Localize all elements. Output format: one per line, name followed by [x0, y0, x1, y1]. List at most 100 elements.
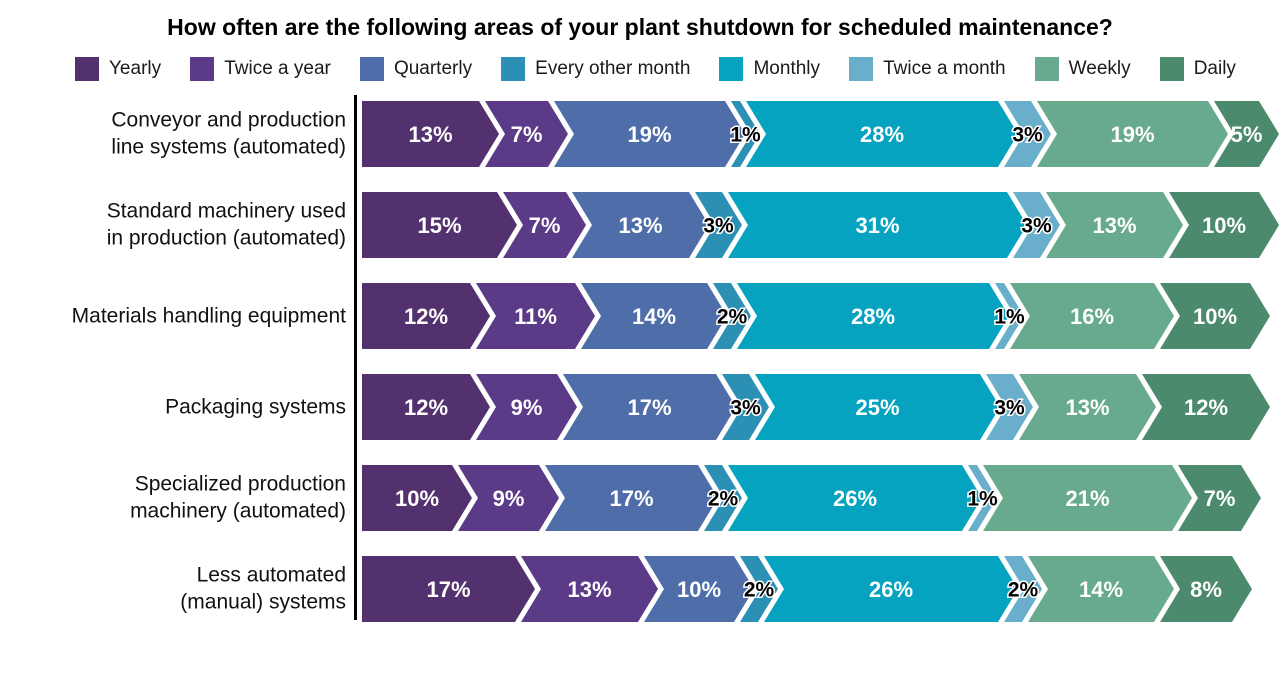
segment-value-label: 2% — [1008, 579, 1039, 602]
segment-value-label: 28% — [860, 122, 904, 147]
segment-value-label: 25% — [855, 395, 899, 420]
bar-segment-twice-a-year — [485, 101, 568, 167]
bar-segment-monthly — [764, 556, 1018, 622]
bar-segment-every-other-month — [695, 192, 742, 258]
segment-value-label: 12% — [404, 395, 448, 420]
bar-segment-every-other-month — [740, 556, 778, 622]
bar-segment-weekly — [1046, 192, 1183, 258]
segment-value-label: 8% — [1190, 577, 1222, 602]
segment-value-label: 17% — [627, 395, 671, 420]
segment-value-label: 7% — [1204, 486, 1236, 511]
bar-svg: 12% 11% 14% 2% 28% 1% 16% 10% — [362, 283, 1270, 349]
bar-svg: 13% 7% 19% 1% 28% 3% 19% 5% — [362, 101, 1279, 167]
category-label: Standard machinery used in production (au… — [106, 199, 346, 250]
bar-segment-every-other-month — [713, 283, 751, 349]
bar-svg: 17% 13% 10% 2% 26% 2% 14% 8% — [362, 556, 1252, 622]
legend-label: Quarterly — [393, 58, 473, 79]
chart-row-materials-handling-equipment: Materials handling equipment 12% 11% 14% 2% 2… — [72, 283, 1280, 349]
segment-value-label: 19% — [1110, 122, 1154, 147]
segment-value-label: 3% — [1021, 215, 1052, 238]
bar-segment-weekly — [1028, 556, 1174, 622]
legend-item-twice-a-year: Twice a year — [190, 57, 331, 81]
segment-value-label: 31% — [855, 213, 899, 238]
legend-swatch-daily — [1159, 57, 1184, 81]
legend-item-monthly: Monthly — [719, 57, 820, 81]
bar-segment-monthly — [728, 192, 1027, 258]
bar-segment-daily — [1214, 101, 1279, 167]
legend: Yearly Twice a year Quarterly Every other m… — [0, 57, 1280, 81]
segment-value-label: 13% — [1092, 213, 1136, 238]
legend-swatch-quarterly — [359, 57, 384, 81]
legend-label: Monthly — [753, 58, 821, 79]
stacked-arrow-chart: Conveyor and production line systems (aut… — [0, 95, 1280, 622]
bar-svg: 12% 9% 17% 3% 25% 3% 13% 12% — [362, 374, 1270, 440]
segment-value-label: 12% — [1184, 395, 1228, 420]
bar-segment-quarterly — [644, 556, 754, 622]
segment-value-label: 3% — [703, 215, 734, 238]
legend-label: Twice a month — [883, 58, 1006, 79]
legend-item-every-other-month: Every other month — [501, 57, 690, 81]
bar-segment-twice-a-month — [986, 374, 1033, 440]
bar-segment-every-other-month — [704, 465, 742, 531]
segment-value-label: 9% — [511, 395, 543, 420]
bar-segment-twice-a-month — [1004, 556, 1042, 622]
segment-value-label: 1% — [967, 488, 998, 511]
legend-label: Twice a year — [224, 58, 331, 79]
bar-segment-twice-a-year — [476, 374, 577, 440]
bar-segment-daily — [1178, 465, 1261, 531]
bar-segment-daily — [1169, 192, 1279, 258]
segment-value-label: 26% — [869, 577, 913, 602]
bar-segment-quarterly — [545, 465, 718, 531]
segment-value-label: 28% — [851, 304, 895, 329]
segment-value-label: 10% — [1193, 304, 1237, 329]
segment-value-label: 15% — [417, 213, 461, 238]
bar-segment-weekly — [1037, 101, 1228, 167]
chart-row-specialized-production-machinery-automated: Specialized production machinery (automat… — [130, 465, 1280, 531]
legend-item-twice-a-month: Twice a month — [849, 57, 1006, 81]
bar-segment-every-other-month — [731, 101, 760, 167]
legend-swatch-twice-a-month — [849, 57, 874, 81]
segment-value-label: 13% — [567, 577, 611, 602]
segment-value-label: 7% — [511, 122, 543, 147]
bar-segment-yearly — [362, 192, 517, 258]
chart-row-conveyor-and-production-line-systems-automated: Conveyor and production line systems (aut… — [111, 101, 1280, 167]
bar-segment-monthly — [755, 374, 1000, 440]
segment-value-label: 13% — [618, 213, 662, 238]
bar-segment-daily — [1160, 556, 1252, 622]
segment-value-label: 3% — [730, 397, 761, 420]
segment-value-label: 9% — [493, 486, 525, 511]
bar-segment-quarterly — [572, 192, 709, 258]
bar-segment-weekly — [983, 465, 1192, 531]
category-label: Less automated (manual) systems — [180, 563, 346, 614]
bar-segment-yearly — [362, 101, 499, 167]
bar-segment-weekly — [1019, 374, 1156, 440]
bar-segment-quarterly — [563, 374, 736, 440]
segment-value-label: 26% — [833, 486, 877, 511]
segment-value-label: 16% — [1070, 304, 1114, 329]
segment-value-label: 17% — [426, 577, 470, 602]
segment-value-label: 1% — [730, 124, 761, 147]
bar-segment-yearly — [362, 556, 535, 622]
category-label: Materials handling equipment — [71, 304, 346, 328]
segment-value-label: 2% — [708, 488, 739, 511]
chart-row-standard-machinery-used-in-production-automated: Standard machinery used in production (au… — [107, 192, 1280, 258]
segment-value-label: 10% — [395, 486, 439, 511]
chart-row-less-automated-manual-systems: Less automated (manual) systems 17% 13% 10% 2… — [180, 556, 1280, 622]
bar-segment-twice-a-month — [968, 465, 997, 531]
bar-segment-yearly — [362, 283, 490, 349]
bar-segment-twice-a-month — [1013, 192, 1060, 258]
legend-item-quarterly: Quarterly — [359, 57, 473, 81]
segment-value-label: 2% — [744, 579, 775, 602]
segment-value-label: 17% — [609, 486, 653, 511]
segment-value-label: 13% — [1065, 395, 1109, 420]
bar-segment-twice-a-month — [1004, 101, 1051, 167]
legend-label: Daily — [1193, 58, 1236, 79]
bar-segment-yearly — [362, 374, 490, 440]
chart-title: How often are the following areas of you… — [167, 14, 1113, 40]
segment-value-label: 21% — [1065, 486, 1109, 511]
category-label: Packaging systems — [165, 395, 346, 419]
segment-value-label: 3% — [1012, 124, 1043, 147]
bar-segment-monthly — [746, 101, 1018, 167]
bar-segment-daily — [1160, 283, 1270, 349]
segment-value-label: 5% — [1231, 122, 1263, 147]
